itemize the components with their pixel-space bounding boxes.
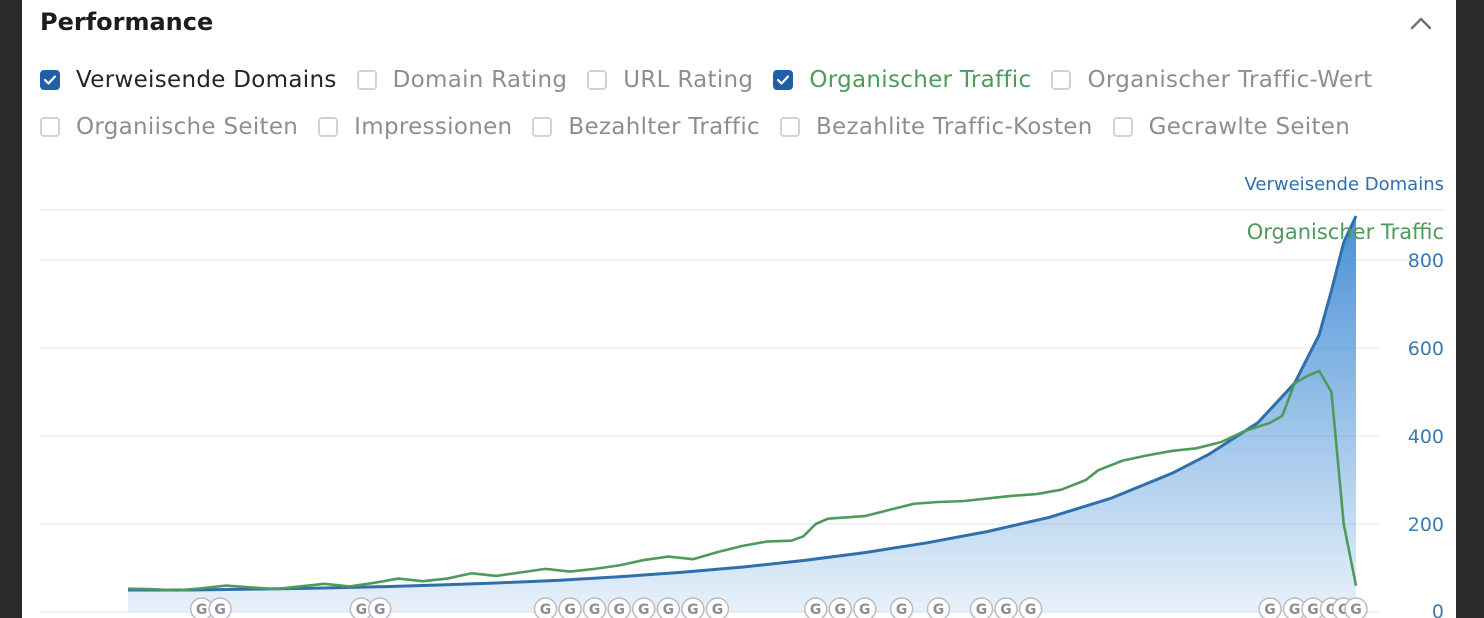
metric-option-bezahlite-traffic-kosten[interactable]: Bezahlite Traffic-Kosten [779,114,1093,140]
legend-organic-traffic: Organischer Traffic [1247,220,1444,244]
google-icon: G [1350,602,1362,618]
google-icon: G [1264,602,1276,618]
google-update-marker [533,597,558,618]
google-icon: G [1307,602,1319,618]
y-tick-label: 400 [1408,426,1444,448]
metric-checkbox[interactable] [356,70,377,90]
google-icon: G [834,602,846,618]
metric-checkbox[interactable] [1051,70,1072,90]
google-icon: G [589,602,601,618]
metric-label: Domain Rating [392,67,568,93]
metric-label: Bezahlter Traffic [568,114,760,140]
google-update-marker [558,597,582,618]
metric-checkbox[interactable] [1112,117,1133,137]
metric-option-bezahlter-traffic[interactable]: Bezahlter Traffic [532,114,760,140]
google-icon: G [356,602,368,618]
y-tick-label: 200 [1408,514,1444,536]
google-update-marker [367,597,392,618]
metric-option-organiische-seiten[interactable]: Organiische Seiten [40,114,298,140]
google-icon: G [687,602,699,618]
metric-row-2: Organiische Seiten Impressionen Bezahlter … [40,107,1440,147]
metric-label: Impressionen [354,114,513,140]
google-icon: G [859,602,871,618]
google-update-marker [632,597,656,618]
google-update-marker [582,597,607,618]
metric-option-domain-rating[interactable]: Domain Rating [356,67,568,93]
google-icon: G [933,602,945,618]
chevron-up-icon [1410,17,1432,30]
google-icon: G [638,602,650,618]
google-icon: G [663,602,675,618]
metric-label: Organischer Traffic [809,67,1032,93]
metric-checkbox[interactable] [779,117,800,137]
metric-option-verweisende-domains[interactable]: Verweisende Domains [40,67,337,93]
google-icon: G [896,602,908,618]
google-update-marker [681,597,705,618]
metric-option-impressionen[interactable]: Impressionen [318,114,512,140]
google-icon: G [196,602,208,618]
google-update-marker [828,597,852,618]
collapse-button[interactable] [1408,10,1434,36]
metric-label: Gecrawlte Seiten [1148,114,1351,140]
google-icon: G [214,602,226,618]
metric-label: Verweisende Domains [76,67,337,93]
google-update-marker [656,597,681,618]
google-icon: G [1289,602,1301,618]
google-update-marker [926,597,951,618]
metric-option-organischer-traffic-wert[interactable]: Organischer Traffic-Wert [1051,67,1372,93]
referring-domains-area [128,216,1356,612]
google-update-marker [705,597,730,618]
metric-checkbox[interactable] [40,70,60,90]
google-update-marker [803,597,828,618]
organic-traffic-line [127,369,1358,592]
google-update-marker [208,597,232,618]
panel-title: Performance [40,8,214,36]
metric-checkbox[interactable] [532,117,553,137]
google-icon: G [976,602,988,618]
performance-panel: Performance Verweisende Domains Domain Ra… [22,0,1456,618]
google-update-marker [607,597,631,618]
google-update-marker [1344,597,1368,618]
metric-row-1: Verweisende Domains Domain Rating URL Rati… [40,60,1440,100]
metric-checkbox[interactable] [773,70,794,90]
y-tick-label: 0 [1432,601,1444,618]
google-icon: G [540,602,552,618]
checkmark-icon [777,75,790,85]
google-icon: G [712,602,724,618]
metric-selector: Verweisende Domains Domain Rating URL Rati… [40,60,1440,154]
google-icon: G [613,602,625,618]
google-update-marker [889,597,914,618]
google-update-marker [853,597,877,618]
google-icon: G [1025,602,1037,618]
metric-option-url-rating[interactable]: URL Rating [587,67,753,93]
google-update-marker [994,597,1018,618]
google-icon: G [1326,602,1338,618]
google-icon: G [1338,602,1350,618]
y-tick-label: 800 [1408,250,1444,272]
google-icon: G [564,602,576,618]
google-icon: G [810,602,822,618]
google-update-marker [1258,597,1282,618]
metric-label: Organischer Traffic-Wert [1087,67,1373,93]
checkmark-icon [43,75,57,85]
google-icon: G [374,602,386,618]
metric-checkbox[interactable] [587,70,608,90]
google-icon: G [1000,602,1012,618]
metric-checkbox[interactable] [318,117,339,137]
google-update-marker [969,597,994,618]
metric-label: Organiische Seiten [76,114,299,140]
legend-referring-domains: Verweisende Domains [1245,174,1445,195]
metric-label: URL Rating [623,67,754,93]
metric-label: Bezahlite Traffic-Kosten [815,114,1093,140]
google-update-marker [1018,597,1043,618]
metric-option-gecrawlte-seiten[interactable]: Gecrawlte Seiten [1112,114,1351,140]
metric-option-organischer-traffic[interactable]: Organischer Traffic [773,67,1031,93]
metric-checkbox[interactable] [40,117,60,137]
y-tick-label: 600 [1408,338,1444,360]
